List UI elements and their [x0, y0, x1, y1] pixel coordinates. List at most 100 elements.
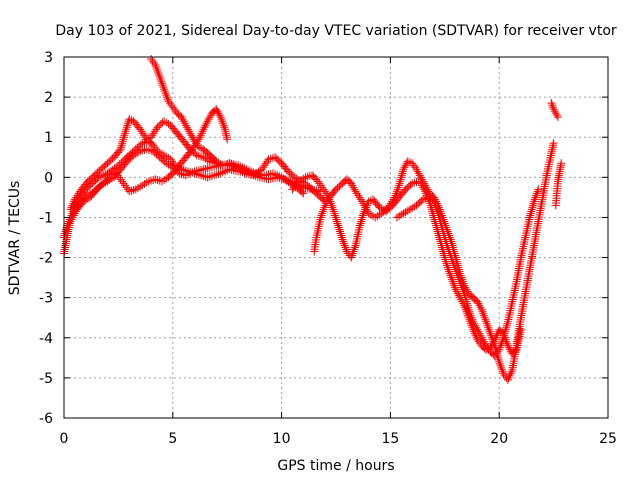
series-arc-8	[392, 185, 543, 360]
data-point	[148, 57, 157, 66]
data-point	[188, 133, 197, 142]
data-point	[464, 311, 473, 320]
data-point	[147, 55, 156, 64]
data-point	[151, 61, 160, 70]
data-point	[67, 215, 76, 224]
data-point	[439, 247, 448, 256]
data-point	[450, 263, 459, 272]
data-point	[426, 201, 435, 210]
data-point	[320, 203, 329, 212]
data-point	[427, 203, 436, 212]
data-point	[331, 211, 340, 220]
data-point	[356, 195, 365, 204]
data-point	[479, 311, 488, 320]
data-point	[496, 361, 505, 370]
data-point	[530, 197, 539, 206]
data-point	[66, 205, 75, 214]
data-point	[68, 213, 77, 222]
data-point	[395, 181, 404, 190]
data-point	[159, 83, 168, 92]
data-point	[401, 161, 410, 170]
data-point	[349, 247, 358, 256]
data-point	[61, 229, 70, 238]
series-arc-10	[547, 99, 566, 210]
data-point	[440, 251, 449, 260]
data-point	[149, 59, 158, 68]
data-point	[499, 329, 508, 338]
data-point	[396, 175, 405, 184]
data-point	[490, 351, 499, 360]
data-point	[328, 203, 337, 212]
data-point	[178, 115, 187, 124]
data-point	[396, 177, 405, 186]
data-point	[452, 267, 461, 276]
x-tick-label: 15	[381, 431, 399, 447]
data-point	[215, 111, 224, 120]
data-point	[472, 333, 481, 342]
data-point	[441, 255, 450, 264]
data-point	[449, 279, 458, 288]
data-point	[549, 105, 558, 114]
data-point	[357, 217, 366, 226]
data-point	[168, 157, 177, 166]
data-point	[504, 373, 513, 382]
data-point	[347, 179, 356, 188]
data-point	[184, 125, 193, 134]
data-point	[297, 188, 306, 197]
data-point	[315, 179, 324, 188]
data-point	[147, 133, 156, 142]
data-point	[394, 183, 403, 192]
data-point	[319, 185, 328, 194]
data-point	[121, 127, 130, 136]
data-point	[330, 209, 339, 218]
data-point	[218, 117, 227, 126]
data-point	[528, 201, 537, 210]
data-point	[392, 189, 401, 198]
data-points	[60, 55, 566, 384]
data-point	[464, 313, 473, 322]
data-point	[548, 101, 557, 110]
data-point	[162, 91, 171, 100]
y-axis-title: SDTVAR / TECUs	[7, 181, 23, 296]
data-point	[74, 189, 83, 198]
data-point	[69, 211, 78, 220]
data-point	[322, 199, 331, 208]
data-point	[426, 199, 435, 208]
data-point	[332, 217, 341, 226]
data-point	[454, 291, 463, 300]
data-point	[450, 283, 459, 292]
data-point	[468, 323, 477, 332]
data-point	[453, 271, 462, 280]
data-point	[495, 359, 504, 368]
data-point	[350, 185, 359, 194]
data-point	[220, 123, 229, 132]
data-point	[321, 187, 330, 196]
data-point	[217, 115, 226, 124]
data-point	[352, 189, 361, 198]
data-point	[532, 191, 541, 200]
data-point	[398, 169, 407, 178]
data-point	[435, 233, 444, 242]
series-arc-3	[64, 105, 232, 230]
data-point	[457, 281, 466, 290]
data-point	[474, 299, 483, 308]
data-point	[118, 137, 127, 146]
data-point	[496, 341, 505, 350]
data-point	[60, 231, 69, 240]
data-point	[119, 135, 128, 144]
data-point	[527, 207, 536, 216]
x-tick-label: 10	[273, 431, 291, 447]
data-point	[164, 97, 173, 106]
data-point	[477, 305, 486, 314]
data-point	[448, 277, 457, 286]
data-point	[202, 119, 211, 128]
data-point	[398, 167, 407, 176]
data-point	[348, 181, 357, 190]
data-point	[438, 243, 447, 252]
data-point	[341, 243, 350, 252]
data-point	[73, 191, 82, 200]
data-point	[495, 343, 504, 352]
data-point	[196, 131, 205, 140]
data-point	[498, 367, 507, 376]
data-point	[347, 253, 356, 262]
